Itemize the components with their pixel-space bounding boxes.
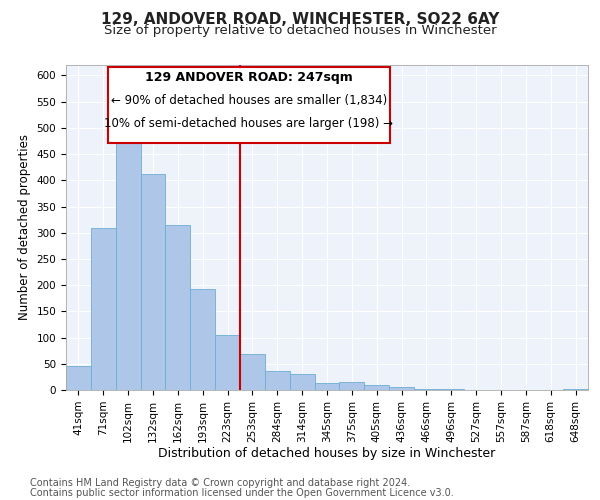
X-axis label: Distribution of detached houses by size in Winchester: Distribution of detached houses by size … xyxy=(158,448,496,460)
Text: 10% of semi-detached houses are larger (198) →: 10% of semi-detached houses are larger (… xyxy=(104,117,393,130)
Bar xyxy=(215,335,240,390)
Text: 129 ANDOVER ROAD: 247sqm: 129 ANDOVER ROAD: 247sqm xyxy=(145,72,353,85)
Bar xyxy=(364,386,389,390)
Bar xyxy=(116,138,140,390)
Bar xyxy=(91,228,116,390)
FancyBboxPatch shape xyxy=(108,66,389,143)
Bar xyxy=(314,382,340,390)
Y-axis label: Number of detached properties: Number of detached properties xyxy=(18,134,31,320)
Bar xyxy=(66,366,91,390)
Bar xyxy=(240,354,265,390)
Text: 129, ANDOVER ROAD, WINCHESTER, SO22 6AY: 129, ANDOVER ROAD, WINCHESTER, SO22 6AY xyxy=(101,12,499,28)
Bar xyxy=(389,388,414,390)
Bar xyxy=(166,225,190,390)
Text: Contains public sector information licensed under the Open Government Licence v3: Contains public sector information licen… xyxy=(30,488,454,498)
Text: Size of property relative to detached houses in Winchester: Size of property relative to detached ho… xyxy=(104,24,496,37)
Bar xyxy=(190,290,215,390)
Bar xyxy=(265,370,290,390)
Text: Contains HM Land Registry data © Crown copyright and database right 2024.: Contains HM Land Registry data © Crown c… xyxy=(30,478,410,488)
Bar xyxy=(414,389,439,390)
Bar xyxy=(340,382,364,390)
Bar xyxy=(290,374,314,390)
Text: ← 90% of detached houses are smaller (1,834): ← 90% of detached houses are smaller (1,… xyxy=(110,94,387,108)
Bar xyxy=(140,174,166,390)
